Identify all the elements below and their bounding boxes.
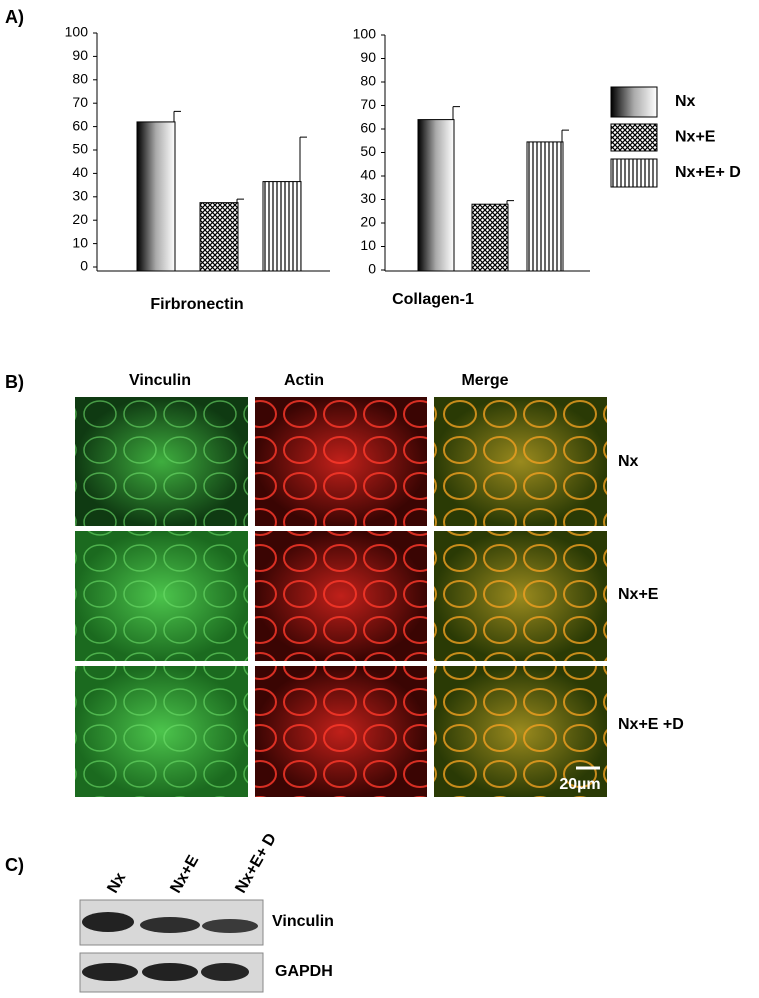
y-tick-label: 80	[360, 73, 376, 89]
error-bar	[236, 198, 244, 203]
y-tick-label: 100	[353, 26, 377, 42]
panel-label: B)	[5, 372, 24, 392]
legend-label: Nx	[675, 93, 696, 110]
legend-swatch	[610, 158, 658, 188]
micrograph-cells	[255, 666, 427, 797]
lane-label: Nx	[104, 870, 129, 896]
micrograph-cells	[434, 666, 607, 797]
column-label: Actin	[284, 372, 324, 389]
y-tick-label: 30	[72, 188, 88, 204]
microscopy-panel	[75, 397, 607, 797]
panel-label: C)	[5, 855, 24, 875]
row-label: Nx+E +D	[618, 716, 684, 733]
scale-bar-label: 20µm	[559, 776, 600, 793]
legend-swatch	[610, 86, 658, 118]
y-tick-label: 40	[360, 167, 376, 183]
y-tick-label: 100	[65, 24, 89, 40]
panel-label: A)	[5, 7, 24, 27]
micrograph-cells	[434, 397, 607, 526]
error-bar	[506, 200, 514, 205]
error-bar	[561, 129, 569, 142]
y-tick-label: 10	[72, 234, 88, 250]
micrograph-cells	[434, 531, 607, 661]
band-label: Vinculin	[272, 913, 334, 930]
micrograph-cells	[75, 397, 248, 526]
y-tick-label: 90	[360, 49, 376, 65]
y-tick-label: 0	[80, 258, 88, 274]
error-bar	[299, 136, 307, 182]
bar	[471, 203, 509, 272]
y-tick-label: 50	[72, 141, 88, 157]
error-bar	[452, 106, 460, 120]
bar	[526, 141, 564, 272]
y-tick-label: 70	[360, 96, 376, 112]
legend-label: Nx+E	[675, 129, 716, 146]
x-axis-label: Collagen-1	[392, 291, 474, 308]
bar	[262, 181, 302, 272]
column-label: Merge	[461, 372, 508, 389]
micrograph-cells	[255, 531, 427, 661]
legend-swatch	[610, 123, 658, 152]
row-label: Nx+E	[618, 586, 659, 603]
y-tick-label: 60	[360, 120, 376, 136]
micrograph-cells	[75, 666, 248, 797]
lane-label: Nx+E+ D	[232, 831, 280, 897]
y-tick-label: 60	[72, 117, 88, 133]
y-tick-label: 40	[72, 164, 88, 180]
bar	[417, 119, 455, 272]
error-bar	[173, 110, 181, 122]
y-tick-label: 70	[72, 94, 88, 110]
y-tick-label: 50	[360, 143, 376, 159]
y-tick-label: 20	[360, 214, 376, 230]
y-tick-label: 80	[72, 71, 88, 87]
y-tick-label: 0	[368, 261, 376, 277]
y-tick-label: 10	[360, 237, 376, 253]
y-tick-label: 20	[72, 211, 88, 227]
bar	[199, 202, 239, 272]
western-blot	[79, 899, 264, 993]
bar	[136, 121, 176, 272]
y-tick-label: 30	[360, 190, 376, 206]
x-axis-label: Firbronectin	[150, 296, 243, 313]
micrograph-cells	[75, 531, 248, 661]
micrograph-cells	[255, 397, 427, 526]
column-label: Vinculin	[129, 372, 191, 389]
band-label: GAPDH	[275, 963, 333, 980]
row-label: Nx	[618, 453, 639, 470]
y-tick-label: 90	[72, 47, 88, 63]
legend-label: Nx+E+ D	[675, 164, 741, 181]
lane-label: Nx+E	[167, 852, 202, 896]
